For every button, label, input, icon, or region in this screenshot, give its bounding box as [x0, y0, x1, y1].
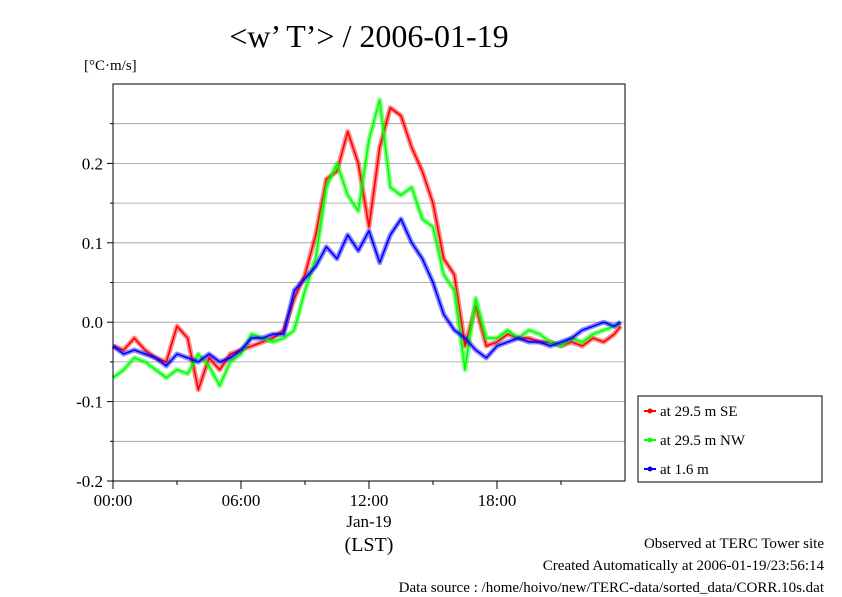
x-tick-label: 12:00	[350, 491, 389, 510]
footer-created: Created Automatically at 2006-01-19/23:5…	[542, 558, 824, 574]
x-axis-label: (LST)	[345, 534, 394, 556]
chart-title: <w’ T’> / 2006-01-19	[229, 18, 508, 54]
y-tick-label: 0.1	[82, 234, 103, 253]
y-tick-label: 0.2	[82, 154, 103, 173]
legend	[637, 395, 823, 483]
x-date-label: Jan-19	[346, 512, 391, 531]
y-axis-label: [°C·m/s]	[84, 58, 137, 74]
legend-label-2: at 29.5 m NW	[660, 433, 746, 449]
x-tick-label: 00:00	[94, 491, 133, 510]
legend-marker-1	[647, 408, 653, 414]
y-tick-label: 0.0	[82, 313, 103, 332]
legend-marker-2	[647, 437, 653, 443]
y-tick-label: -0.2	[76, 472, 103, 491]
footer-data-source: Data source : /home/hoivo/new/TERC-data/…	[398, 580, 824, 596]
legend-label-3: at 1.6 m	[660, 462, 709, 478]
footer-observed: Observed at TERC Tower site	[643, 536, 824, 552]
plot-border	[112, 83, 626, 482]
x-tick-label: 18:00	[478, 491, 517, 510]
series-line-3	[112, 218, 622, 367]
x-tick-label: 06:00	[222, 491, 261, 510]
legend-marker-3	[647, 466, 653, 472]
series-line-2	[112, 99, 622, 387]
y-tick-label: -0.1	[76, 393, 103, 412]
legend-label-1: at 29.5 m SE	[660, 404, 738, 420]
